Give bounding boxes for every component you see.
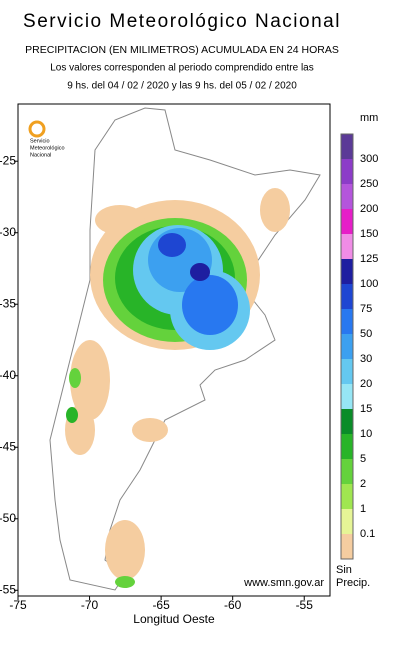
x-axis-label: Longitud Oeste bbox=[133, 612, 215, 626]
legend-label: 0.1 bbox=[360, 528, 375, 540]
x-tick-label: -55 bbox=[296, 598, 314, 612]
legend-frame bbox=[340, 133, 354, 560]
legend-label: 300 bbox=[360, 153, 378, 165]
legend-swatch bbox=[341, 159, 353, 184]
legend-label: 50 bbox=[360, 328, 372, 340]
legend-swatch bbox=[341, 334, 353, 359]
subtitle: PRECIPITACION (EN MILIMETROS) ACUMULADA … bbox=[25, 44, 339, 56]
logo: Servicio Meteorológico Nacional bbox=[28, 120, 65, 158]
legend-label: 125 bbox=[360, 253, 378, 265]
map-shapes bbox=[49, 107, 321, 591]
legend-label: 200 bbox=[360, 203, 378, 215]
legend-swatch bbox=[341, 459, 353, 484]
x-tick-label: -70 bbox=[81, 598, 99, 612]
legend-swatch bbox=[341, 259, 353, 284]
legend-swatch bbox=[341, 484, 353, 509]
legend-label: 150 bbox=[360, 228, 378, 240]
legend-label: 75 bbox=[360, 303, 372, 315]
logo-text: Nacional bbox=[30, 152, 51, 158]
y-tick-label: -25 bbox=[0, 153, 16, 167]
legend-swatch bbox=[341, 534, 353, 559]
legend-swatch bbox=[341, 409, 353, 434]
legend-swatch bbox=[341, 309, 353, 334]
legend-unit: mm bbox=[360, 112, 378, 124]
legend-label: 20 bbox=[360, 378, 372, 390]
legend-swatch bbox=[341, 234, 353, 259]
legend-swatch bbox=[341, 434, 353, 459]
legend-swatch bbox=[341, 209, 353, 234]
legend-label: Precip. bbox=[336, 577, 370, 589]
legend-label: 2 bbox=[360, 478, 366, 490]
legend-label: 100 bbox=[360, 278, 378, 290]
legend-label: 1 bbox=[360, 503, 366, 515]
legend-label: 15 bbox=[360, 403, 372, 415]
y-tick-label: -45 bbox=[0, 439, 16, 453]
period-line: 9 hs. del 04 / 02 / 2020 y las 9 hs. del… bbox=[67, 81, 297, 92]
y-tick-label: -35 bbox=[0, 296, 16, 310]
logo-text: Meteorológico bbox=[30, 145, 65, 151]
y-tick-label: -50 bbox=[0, 511, 16, 525]
legend-swatch bbox=[341, 384, 353, 409]
legend-swatch bbox=[341, 359, 353, 384]
logo-text: Servicio bbox=[30, 138, 50, 144]
legend-swatch bbox=[341, 284, 353, 309]
legend-label: 5 bbox=[360, 453, 366, 465]
period-line: Los valores corresponden al periodo comp… bbox=[50, 63, 314, 74]
y-tick-label: -55 bbox=[0, 582, 16, 596]
legend-swatch bbox=[341, 184, 353, 209]
legend-label: 250 bbox=[360, 178, 378, 190]
legend-swatch bbox=[341, 134, 353, 159]
x-tick-label: -65 bbox=[152, 598, 170, 612]
y-tick-label: -30 bbox=[0, 225, 16, 239]
legend-label: 30 bbox=[360, 353, 372, 365]
url: www.smn.gov.ar bbox=[243, 577, 324, 589]
legend-label: 10 bbox=[360, 428, 372, 440]
y-tick-label: -40 bbox=[0, 368, 16, 382]
x-tick-label: -60 bbox=[224, 598, 242, 612]
title: Servicio Meteorológico Nacional bbox=[23, 11, 341, 32]
legend-label: Sin bbox=[336, 564, 352, 576]
x-tick-label: -75 bbox=[9, 598, 27, 612]
legend-swatch bbox=[341, 509, 353, 534]
